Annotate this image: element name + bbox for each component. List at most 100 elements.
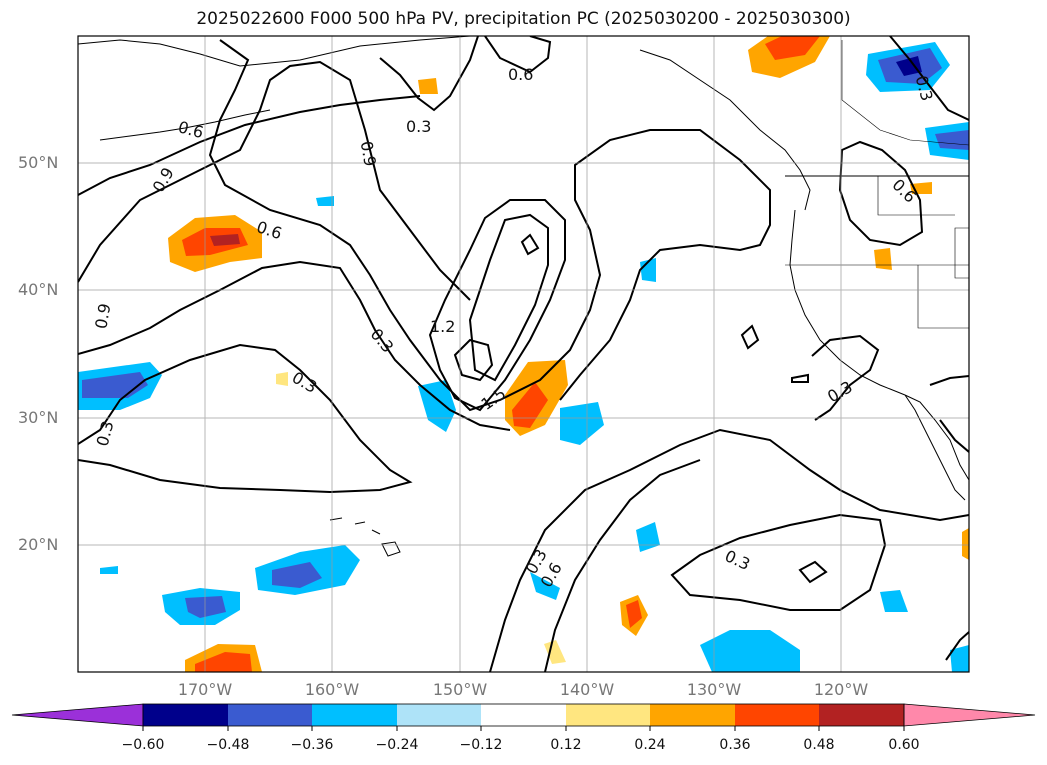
colorbar-bin: [735, 704, 819, 726]
contour-label-group: 0.6 0.3 0.9 0.6 0.9 0.6 0.9 0.3 1.2 1.5 …: [91, 65, 936, 591]
bc-coast: [639, 49, 811, 211]
colorbar-extend-min: [11, 703, 144, 727]
contour-label: 1.2: [430, 317, 455, 336]
lon-tick-label: 160°W: [304, 680, 360, 699]
contour-inner-small: [453, 338, 494, 382]
contour-small-3: [945, 631, 969, 661]
neg-fill-se-4: [950, 645, 969, 672]
colorbar-tick-label: 0.60: [888, 737, 920, 753]
neg-fill-ne-1-dark: [896, 56, 922, 76]
colorbar-tick-label: −0.36: [290, 737, 334, 753]
precip-fills: [78, 36, 969, 672]
baja: [904, 394, 966, 501]
neg-fill-ne-2-core: [935, 130, 969, 150]
lat-tick-label: 50°N: [18, 153, 59, 172]
contour-label: 0.6: [888, 175, 919, 206]
colorbar-bin: [397, 704, 481, 726]
colorbar-bin: [566, 704, 650, 726]
colorbar-bin: [819, 704, 904, 726]
pos-fill-small-2: [874, 248, 892, 270]
pos-fill-small-6: [962, 528, 969, 560]
colorbar-bin: [143, 704, 228, 726]
state-lines: [785, 176, 969, 329]
neg-fill-small-3: [640, 258, 656, 282]
contour-label: 1.5: [478, 384, 510, 414]
interior-border: [841, 40, 969, 146]
colorbar-tick-label: −0.12: [459, 737, 503, 753]
neg-fill-se-1: [700, 630, 800, 672]
coastlines: [78, 36, 969, 557]
neg-fill-sw-1-core: [272, 562, 322, 588]
colorbar-bin: [481, 704, 566, 726]
colorbar: [11, 703, 1036, 731]
neg-fill-small-2: [100, 566, 118, 574]
lon-tick-label: 150°W: [432, 680, 488, 699]
contour-label: 0.3: [289, 368, 321, 397]
contour-0.3-south: [489, 428, 969, 672]
pos-fill-small-4: [276, 372, 288, 386]
lat-tick-label: 40°N: [18, 280, 59, 299]
colorbar-bin: [228, 704, 312, 726]
contour-label: 0.3: [367, 325, 398, 357]
contour-label: 0.3: [93, 419, 118, 449]
contour-0.3-e: [929, 375, 969, 453]
lat-tick-label: 20°N: [18, 535, 59, 554]
contour-ne-arc: [889, 36, 969, 121]
contour-0.3-north: [379, 36, 479, 112]
colorbar-extend-max: [903, 703, 1036, 727]
neg-fill-small-4: [530, 572, 560, 600]
pos-fill-s-2-core: [626, 600, 642, 628]
contour-label: 0.3: [824, 377, 856, 406]
contour-small-1: [740, 324, 760, 350]
us-west-coast: [789, 209, 906, 396]
contour-label: 0.3: [406, 117, 431, 136]
colorbar-frame: [142, 703, 905, 727]
colorbar-tick-label: 0.24: [634, 737, 666, 753]
pos-fill-n-1-core: [765, 36, 820, 60]
colorbar-tick-label: 0.12: [550, 737, 582, 753]
pos-fill-small-1: [418, 78, 438, 94]
contour-1.2: [428, 199, 566, 412]
contour-label: 0.6: [508, 65, 533, 84]
alaska-coast: [78, 36, 471, 67]
contour-label: 0.3: [722, 546, 753, 574]
hawaii-islands: [329, 517, 401, 557]
contour-small-2: [791, 373, 809, 383]
contour-label: 0.9: [357, 140, 380, 168]
contour-0.3-west: [78, 343, 413, 494]
neg-fill-mid-2: [560, 402, 604, 445]
pos-fill-mid-1-core: [512, 382, 548, 428]
gridlines: [78, 36, 969, 672]
lon-tick-label: 170°W: [177, 680, 233, 699]
chart-title: 2025022600 F000 500 hPa PV, precipitatio…: [196, 9, 851, 29]
contour-0.9-upper: [78, 60, 471, 301]
plot-frame: [77, 35, 970, 673]
contour-se-small: [798, 560, 828, 584]
lat-tick-label: 30°N: [18, 408, 59, 427]
contour-inner-top: [520, 233, 540, 256]
neg-fill-se-2: [636, 522, 660, 552]
pos-fill-nw-1-dark: [210, 234, 240, 246]
colorbar-bin: [650, 704, 735, 726]
lon-tick-label: 120°W: [813, 680, 869, 699]
contour-label: 0.6: [176, 117, 206, 142]
colorbar-tick-label: −0.48: [206, 737, 250, 753]
colorbar-tick-label: −0.24: [375, 737, 419, 753]
aleutians: [99, 109, 271, 141]
colorbar-bin: [312, 704, 397, 726]
contour-outer-trough: [208, 39, 771, 412]
pos-fill-s-1-core: [195, 652, 252, 672]
colorbar-tick-label: 0.48: [803, 737, 835, 753]
neg-fill-small-1: [316, 196, 334, 206]
contour-0.3-se-loop: [670, 513, 887, 611]
contour-west-loop: [78, 260, 511, 431]
contour-1.5: [468, 213, 549, 382]
mexico-coast: [904, 394, 969, 481]
contour-0.6-arc: [484, 36, 552, 74]
contour-0.3-coast: [811, 334, 880, 421]
neg-fill-se-3: [880, 590, 908, 612]
lon-tick-label: 140°W: [559, 680, 615, 699]
colorbar-tick-label: 0.36: [719, 737, 751, 753]
contour-0.6-north: [78, 95, 421, 196]
